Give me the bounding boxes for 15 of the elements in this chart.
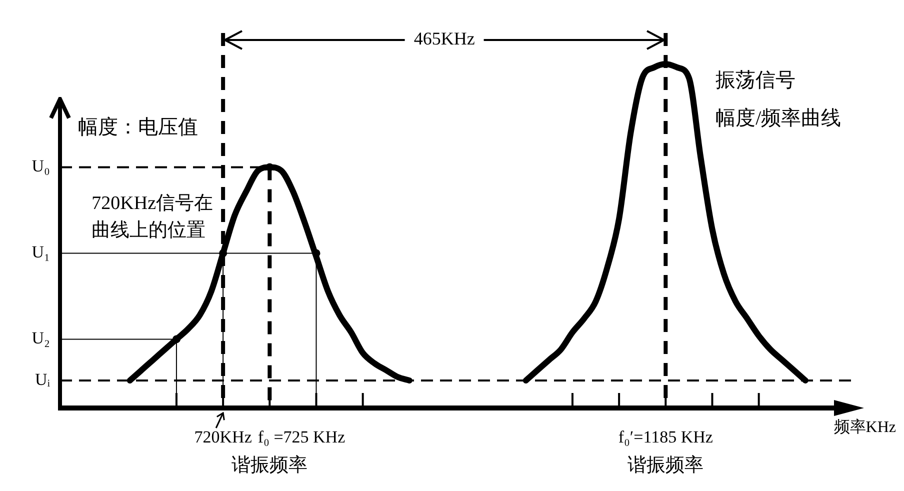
annotation: 振荡信号 xyxy=(716,69,796,92)
ref-line-label: U₀ xyxy=(32,156,50,176)
x-tick-label: 720KHz xyxy=(194,427,252,446)
annotation: 720KHz信号在曲线上的位置 xyxy=(92,193,214,242)
x-tick-label: f₀′=1185 KHz xyxy=(618,427,714,446)
y-axis-title: 幅度：电压值 xyxy=(78,116,198,138)
ref-line-label: Uᵢ xyxy=(34,370,50,389)
x-axis-title: 频率KHz xyxy=(834,418,896,436)
text: 谐振频率 xyxy=(232,454,308,476)
ref-line-label: U₁ xyxy=(32,242,50,262)
text: 465KHz xyxy=(414,28,475,49)
ref-line-label: U₂ xyxy=(32,328,50,348)
text: 谐振频率 xyxy=(628,454,704,476)
text: f₀ =725 KHz xyxy=(258,427,346,446)
annotation: 幅度/频率曲线 xyxy=(716,107,842,130)
